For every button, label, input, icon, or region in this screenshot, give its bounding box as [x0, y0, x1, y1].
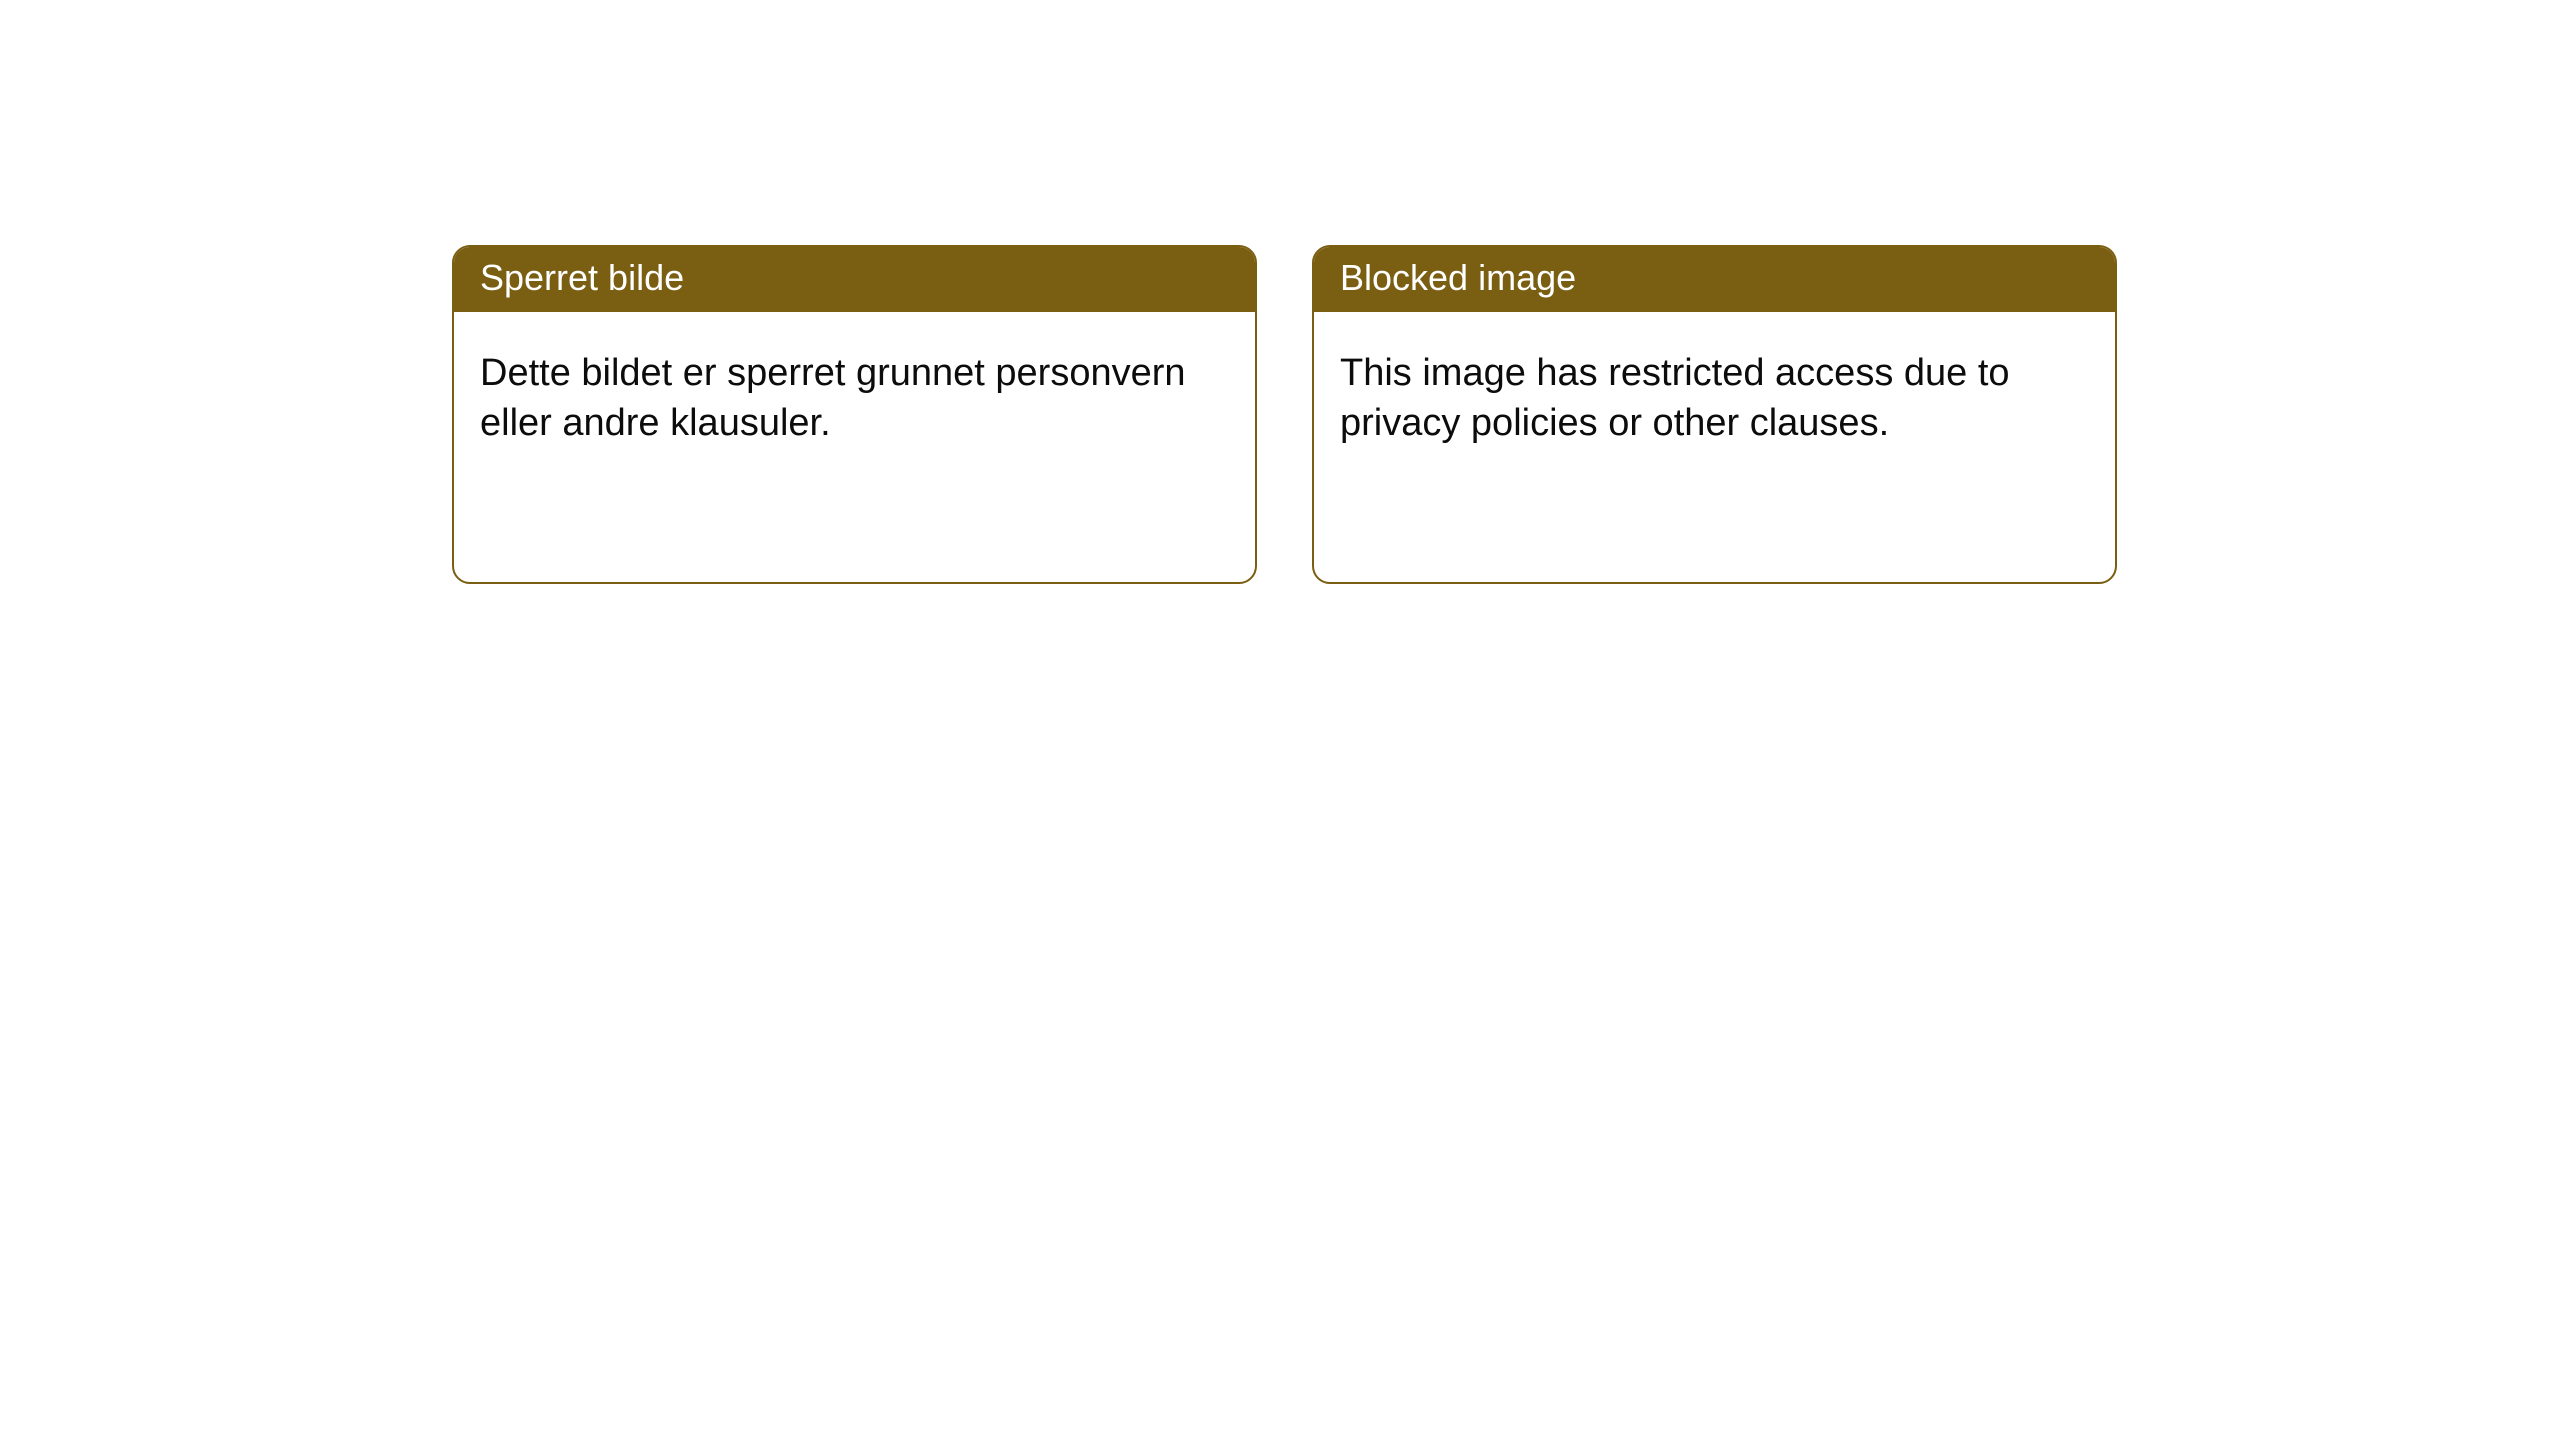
notice-box-norwegian: Sperret bilde Dette bildet er sperret gr… [452, 245, 1257, 584]
notice-box-english: Blocked image This image has restricted … [1312, 245, 2117, 584]
notice-header-english: Blocked image [1314, 247, 2115, 312]
notice-container: Sperret bilde Dette bildet er sperret gr… [452, 245, 2117, 584]
notice-header-norwegian: Sperret bilde [454, 247, 1255, 312]
notice-body-norwegian: Dette bildet er sperret grunnet personve… [454, 312, 1255, 582]
notice-body-english: This image has restricted access due to … [1314, 312, 2115, 582]
